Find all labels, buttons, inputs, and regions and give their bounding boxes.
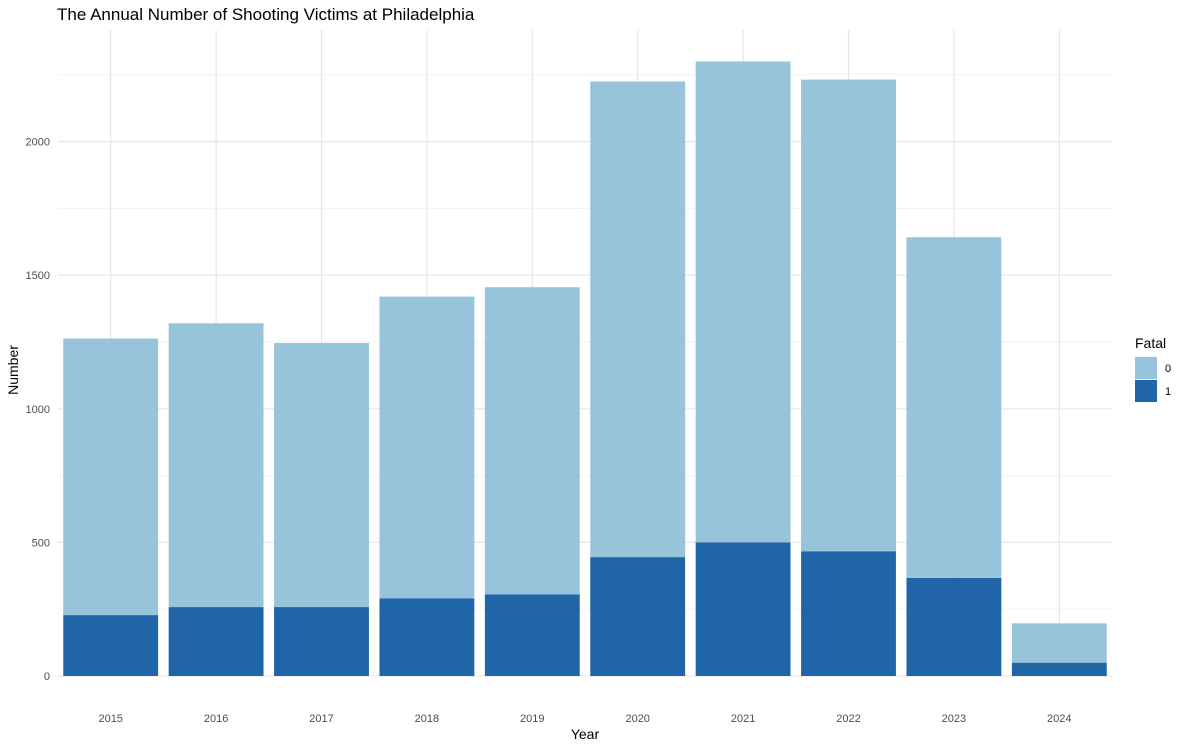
y-tick-label: 1000	[26, 404, 50, 416]
bar-2016-fatal-0	[168, 323, 264, 608]
legend-title: Fatal	[1135, 335, 1166, 351]
bar-2024-fatal-0	[1011, 623, 1107, 663]
bar-2019-fatal-0	[484, 287, 580, 595]
x-tick-label: 2017	[309, 713, 333, 725]
x-tick-label: 2021	[731, 713, 755, 725]
bar-2021-fatal-1	[695, 542, 791, 676]
bar-2023-fatal-0	[906, 237, 1002, 578]
legend-key-0	[1135, 357, 1157, 379]
axes: 0 500 1000 1500 2000 2015 2016 2017 2018 2019 2020…	[26, 137, 1072, 725]
bar-2018-fatal-0	[379, 296, 475, 599]
legend-label-0: 0	[1165, 363, 1171, 375]
bar-2023-fatal-1	[906, 577, 1002, 676]
y-tick-label: 500	[32, 537, 50, 549]
bar-2017-fatal-0	[274, 343, 369, 608]
x-tick-label: 2019	[520, 713, 544, 725]
bar-2024-fatal-1	[1011, 662, 1107, 676]
legend-label-1: 1	[1165, 386, 1171, 398]
y-tick-label: 2000	[26, 137, 50, 149]
bar-2016-fatal-1	[168, 607, 264, 676]
y-tick-label: 1500	[26, 270, 50, 282]
y-tick-label: 0	[44, 671, 50, 683]
legend-key-1	[1135, 380, 1157, 402]
bar-2020-fatal-0	[590, 81, 686, 558]
bars	[63, 61, 1107, 676]
bar-2015-fatal-1	[63, 615, 159, 676]
bar-2017-fatal-1	[274, 607, 369, 676]
x-tick-label: 2015	[98, 713, 122, 725]
bar-2019-fatal-1	[484, 594, 580, 676]
bar-2015-fatal-0	[63, 338, 159, 616]
bar-2022-fatal-1	[801, 551, 896, 676]
x-tick-label: 2018	[415, 713, 439, 725]
x-axis-title: Year	[571, 726, 600, 742]
x-tick-label: 2016	[204, 713, 228, 725]
x-tick-label: 2023	[942, 713, 966, 725]
x-tick-label: 2022	[836, 713, 860, 725]
chart-title: The Annual Number of Shooting Victims at…	[57, 5, 475, 24]
bar-2022-fatal-0	[801, 79, 896, 552]
bar-2021-fatal-0	[695, 61, 791, 543]
x-tick-label: 2020	[625, 713, 649, 725]
x-tick-label: 2024	[1047, 713, 1071, 725]
bar-2018-fatal-1	[379, 598, 475, 676]
legend: Fatal 0 1	[1135, 335, 1171, 402]
bar-2020-fatal-1	[590, 557, 686, 676]
y-axis-title: Number	[5, 345, 21, 395]
